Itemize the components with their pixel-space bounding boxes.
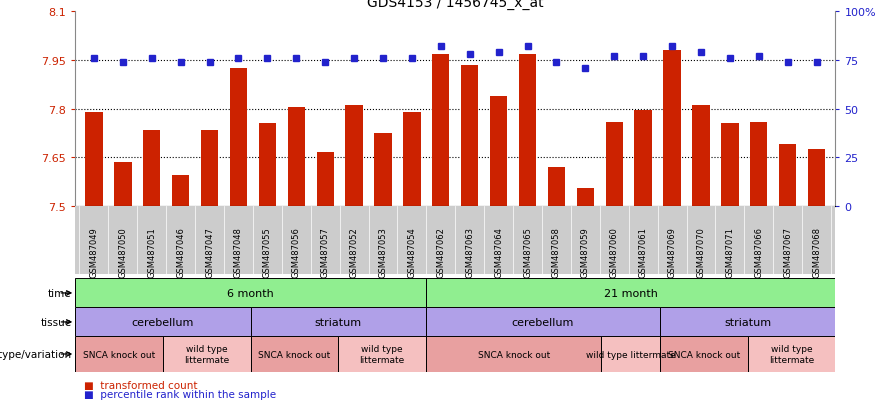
Text: time: time <box>48 288 72 298</box>
Text: striatum: striatum <box>724 317 771 327</box>
Text: wild type
littermate: wild type littermate <box>360 344 405 364</box>
Text: tissue: tissue <box>41 317 72 327</box>
Text: cerebellum: cerebellum <box>512 317 575 327</box>
Text: SNCA knock out: SNCA knock out <box>477 350 550 358</box>
Bar <box>660 308 835 337</box>
Bar <box>692 106 710 206</box>
Text: striatum: striatum <box>315 317 362 327</box>
Bar <box>75 337 163 372</box>
Bar <box>172 176 189 206</box>
Bar <box>748 337 835 372</box>
Bar <box>403 113 421 206</box>
Text: 6 month: 6 month <box>227 288 274 298</box>
Bar <box>250 337 339 372</box>
Bar <box>606 122 623 206</box>
Bar <box>316 153 334 206</box>
Bar <box>85 113 103 206</box>
Bar <box>601 337 660 372</box>
Bar <box>779 145 796 206</box>
Bar <box>721 124 738 206</box>
Text: wild type
littermate: wild type littermate <box>184 344 229 364</box>
Text: ■  transformed count: ■ transformed count <box>84 380 197 390</box>
Bar <box>519 55 537 206</box>
Text: SNCA knock out: SNCA knock out <box>83 350 155 358</box>
Bar <box>114 163 132 206</box>
Bar <box>461 66 478 206</box>
Bar <box>426 279 835 308</box>
Bar <box>75 308 250 337</box>
Bar <box>201 131 218 206</box>
Bar <box>635 111 652 206</box>
Text: 21 month: 21 month <box>604 288 658 298</box>
Bar <box>426 308 660 337</box>
Bar <box>346 106 362 206</box>
Bar <box>751 122 767 206</box>
Text: ■  percentile rank within the sample: ■ percentile rank within the sample <box>84 389 276 399</box>
Bar <box>339 337 426 372</box>
Bar <box>426 337 601 372</box>
Bar <box>259 124 276 206</box>
Text: SNCA knock out: SNCA knock out <box>667 350 740 358</box>
Bar <box>548 168 565 206</box>
Bar <box>230 69 248 206</box>
Bar <box>576 189 594 206</box>
Text: wild type
littermate: wild type littermate <box>769 344 814 364</box>
Title: GDS4153 / 1456745_x_at: GDS4153 / 1456745_x_at <box>367 0 544 10</box>
Text: genotype/variation: genotype/variation <box>0 349 72 359</box>
Bar <box>432 55 449 206</box>
Bar <box>660 337 748 372</box>
Bar <box>250 308 426 337</box>
Text: wild type littermate: wild type littermate <box>586 350 675 358</box>
Bar <box>143 131 160 206</box>
Bar <box>75 279 426 308</box>
Bar <box>663 51 681 206</box>
Bar <box>808 150 826 206</box>
Bar <box>163 337 250 372</box>
Text: cerebellum: cerebellum <box>132 317 194 327</box>
Bar <box>287 108 305 206</box>
Bar <box>490 97 507 206</box>
Bar <box>374 134 392 206</box>
Text: SNCA knock out: SNCA knock out <box>258 350 331 358</box>
